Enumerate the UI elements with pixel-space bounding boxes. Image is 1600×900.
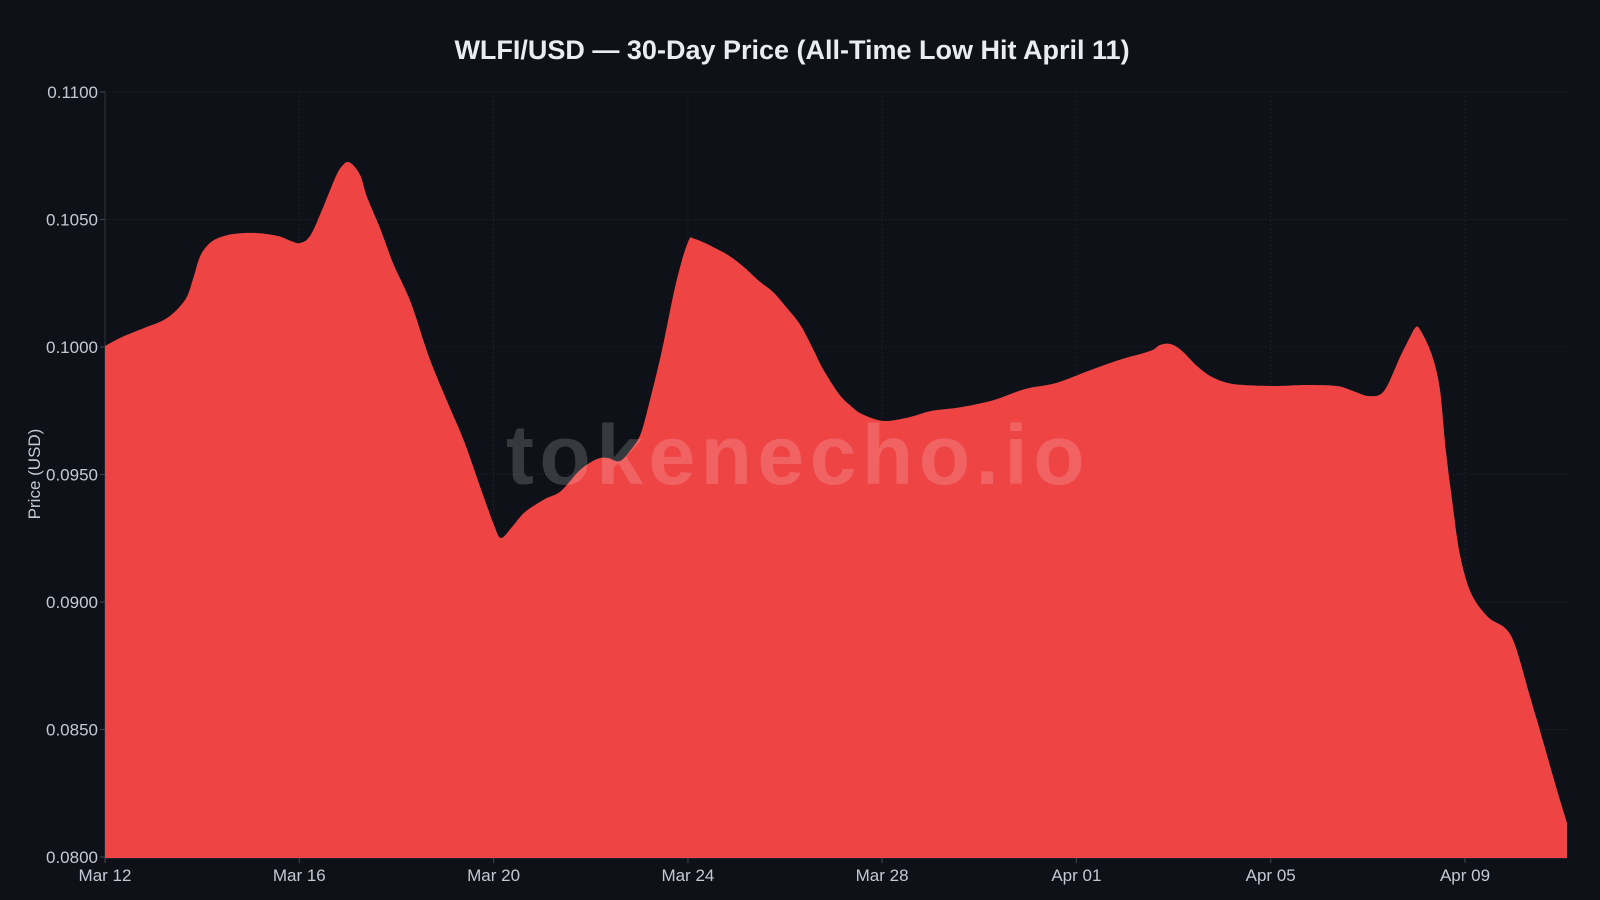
svg-text:Mar 20: Mar 20: [467, 866, 520, 885]
svg-text:tokenecho.io: tokenecho.io: [506, 408, 1090, 502]
svg-text:Mar 28: Mar 28: [856, 866, 909, 885]
svg-text:0.1000: 0.1000: [46, 338, 98, 357]
svg-text:0.0850: 0.0850: [46, 721, 98, 740]
svg-text:0.0800: 0.0800: [46, 848, 98, 867]
svg-text:Price (USD): Price (USD): [25, 429, 44, 520]
svg-text:0.1100: 0.1100: [47, 83, 98, 102]
svg-text:Apr 09: Apr 09: [1440, 866, 1490, 885]
svg-text:Apr 01: Apr 01: [1051, 866, 1101, 885]
svg-text:0.1050: 0.1050: [46, 211, 98, 230]
svg-text:Mar 16: Mar 16: [273, 866, 326, 885]
svg-text:0.0950: 0.0950: [46, 466, 98, 485]
svg-text:Mar 24: Mar 24: [661, 866, 714, 885]
svg-text:Apr 05: Apr 05: [1246, 866, 1296, 885]
svg-text:0.0900: 0.0900: [46, 593, 98, 612]
svg-text:WLFI/USD — 30-Day Price (All-T: WLFI/USD — 30-Day Price (All-Time Low Hi…: [454, 35, 1129, 65]
svg-text:Mar 12: Mar 12: [79, 866, 132, 885]
